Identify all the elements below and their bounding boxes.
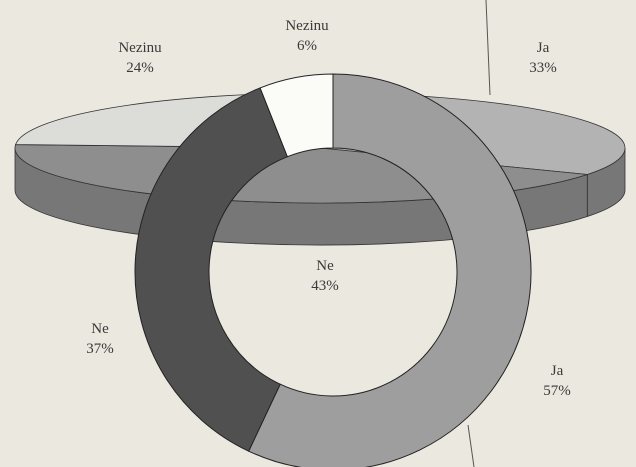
slice-category: Ja (551, 363, 564, 379)
slice-category: Ja (537, 40, 550, 56)
slice-value: 43% (311, 278, 339, 294)
slice-category: Nezinu (118, 40, 162, 56)
donut-slice (259, 73, 334, 158)
slice-category: Nezinu (285, 18, 329, 34)
slice-label: Nezinu 6% (285, 18, 329, 54)
margin-line (485, 0, 491, 96)
slice-category: Ne (316, 258, 334, 274)
slice-value: 24% (126, 60, 154, 76)
slice-label: Ja 57% (543, 363, 571, 399)
slice-label: Ja 33% (529, 40, 557, 76)
slice-value: 33% (529, 60, 557, 76)
slice-label: Ne 43% (311, 258, 339, 294)
slice-value: 57% (543, 383, 571, 399)
slice-value: 37% (86, 341, 114, 357)
slice-label: Ne 37% (86, 321, 114, 357)
donut-slice (134, 87, 289, 452)
slice-value: 6% (297, 38, 317, 54)
slice-category: Ne (91, 321, 109, 337)
slice-label: Nezinu 24% (118, 40, 162, 76)
margin-line (467, 424, 475, 467)
